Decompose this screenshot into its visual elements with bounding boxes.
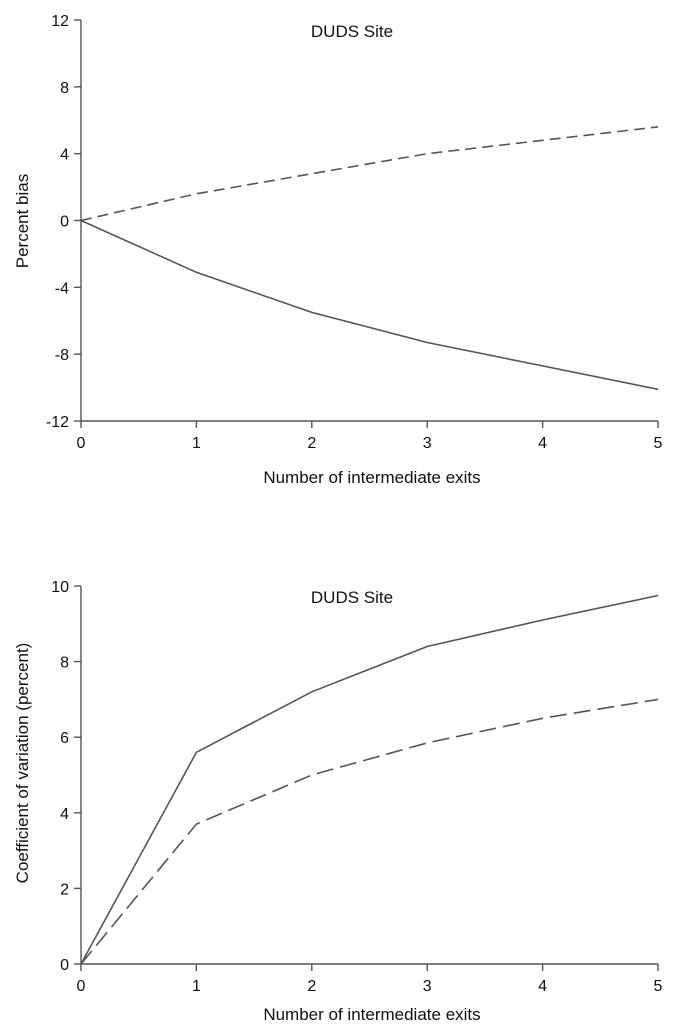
- x-tick-label: 1: [192, 978, 201, 995]
- x-axis-label: Number of intermediate exits: [263, 468, 480, 487]
- series-line-solid: [80, 594, 659, 965]
- chart-percent-bias: DUDS Site Number of intermediate exits P…: [13, 13, 663, 487]
- x-tick-label: 5: [654, 978, 663, 995]
- chart-title: DUDS Site: [311, 588, 393, 607]
- y-tick-label: 10: [51, 579, 69, 596]
- series-line-dashed: [80, 698, 659, 965]
- y-tick-label: 12: [51, 13, 69, 30]
- y-tick-label: -12: [46, 414, 69, 431]
- x-tick-label: 1: [192, 435, 201, 452]
- x-tick-label: 4: [538, 435, 547, 452]
- y-tick-label: 8: [60, 80, 69, 97]
- x-tick-label: 0: [77, 435, 86, 452]
- y-axis-label: Percent bias: [13, 174, 32, 269]
- x-axis-label: Number of intermediate exits: [263, 1005, 480, 1024]
- x-tick-label: 4: [538, 978, 547, 995]
- x-tick-label: 0: [77, 978, 86, 995]
- x-tick-label: 2: [307, 978, 316, 995]
- chart-coefficient-of-variation: DUDS Site Number of intermediate exits C…: [13, 579, 663, 1024]
- y-tick-label: -8: [55, 347, 69, 364]
- x-tick-label: 3: [423, 435, 432, 452]
- y-tick-label: 4: [60, 147, 69, 164]
- x-tick-label: 5: [654, 435, 663, 452]
- y-tick-label: 2: [60, 881, 69, 898]
- x-tick-label: 2: [307, 435, 316, 452]
- y-tick-label: -4: [55, 280, 69, 297]
- y-axis-label: Coefficient of variation (percent): [13, 643, 32, 884]
- y-tick-label: 4: [60, 806, 69, 823]
- y-tick-label: 6: [60, 730, 69, 747]
- chart-title: DUDS Site: [311, 22, 393, 41]
- y-tick-label: 8: [60, 655, 69, 672]
- y-tick-label: 0: [60, 214, 69, 231]
- series-line-dashed: [80, 126, 659, 222]
- x-tick-label: 3: [423, 978, 432, 995]
- series-line-solid: [80, 219, 659, 391]
- y-tick-label: 0: [60, 957, 69, 974]
